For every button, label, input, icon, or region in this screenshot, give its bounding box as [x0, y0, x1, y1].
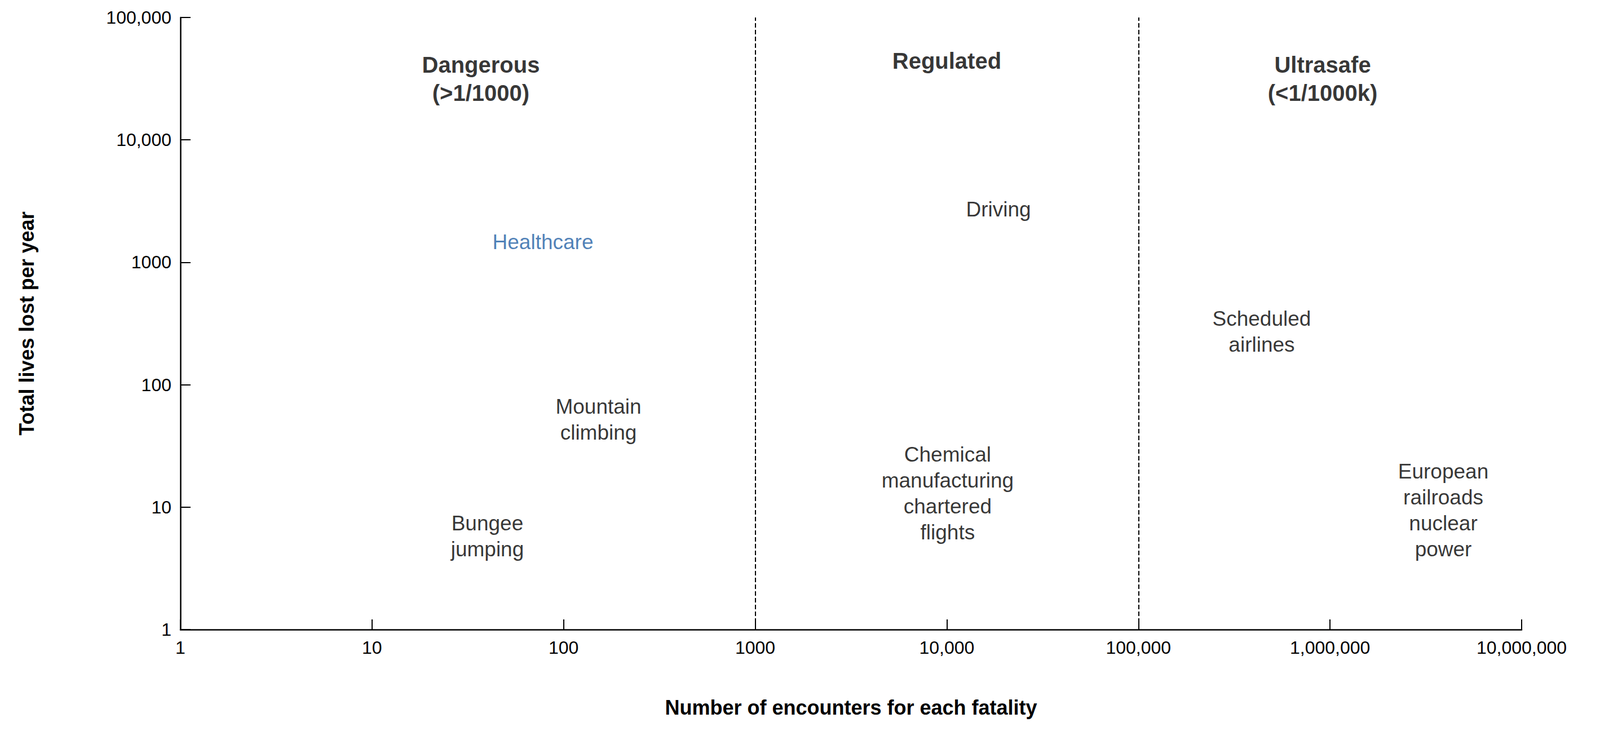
svg-text:Healthcare: Healthcare — [492, 230, 594, 254]
svg-text:1,000,000: 1,000,000 — [1289, 637, 1370, 658]
svg-text:climbing: climbing — [560, 421, 638, 445]
svg-text:Ultrasafe: Ultrasafe — [1274, 52, 1371, 78]
svg-text:Total lives lost per year: Total lives lost per year — [15, 211, 39, 436]
svg-text:Regulated: Regulated — [892, 48, 1002, 74]
svg-text:100,000: 100,000 — [1105, 637, 1171, 658]
svg-text:airlines: airlines — [1228, 333, 1295, 357]
svg-text:chartered: chartered — [903, 494, 992, 519]
svg-text:Scheduled: Scheduled — [1212, 307, 1312, 331]
svg-text:jumping: jumping — [450, 537, 525, 561]
svg-text:Bungee: Bungee — [451, 511, 524, 536]
svg-text:100: 100 — [548, 637, 579, 658]
svg-text:(<1/1000k): (<1/1000k) — [1267, 80, 1378, 106]
svg-text:100,000: 100,000 — [105, 7, 172, 28]
svg-text:1000: 1000 — [735, 637, 776, 658]
svg-text:1: 1 — [175, 637, 186, 658]
svg-text:railroads: railroads — [1403, 485, 1484, 510]
svg-text:flights: flights — [920, 520, 976, 545]
svg-text:1: 1 — [161, 619, 172, 640]
svg-text:Chemical: Chemical — [904, 443, 992, 467]
svg-text:Dangerous: Dangerous — [421, 52, 540, 78]
svg-text:10,000: 10,000 — [116, 129, 172, 150]
svg-text:10,000: 10,000 — [918, 637, 975, 658]
svg-text:100: 100 — [141, 374, 172, 396]
svg-text:Mountain: Mountain — [555, 395, 642, 419]
svg-text:European: European — [1398, 460, 1489, 484]
svg-text:nuclear: nuclear — [1408, 511, 1478, 536]
svg-text:10: 10 — [151, 497, 172, 518]
svg-text:manufacturing: manufacturing — [881, 469, 1014, 493]
svg-text:Driving: Driving — [965, 197, 1031, 222]
svg-text:10: 10 — [361, 637, 383, 658]
svg-text:1000: 1000 — [131, 252, 172, 273]
svg-text:Number of encounters for each: Number of encounters for each fatality — [664, 696, 1037, 720]
svg-text:10,000,000: 10,000,000 — [1476, 637, 1567, 658]
svg-text:power: power — [1415, 537, 1473, 561]
svg-text:(>1/1000): (>1/1000) — [432, 80, 530, 106]
